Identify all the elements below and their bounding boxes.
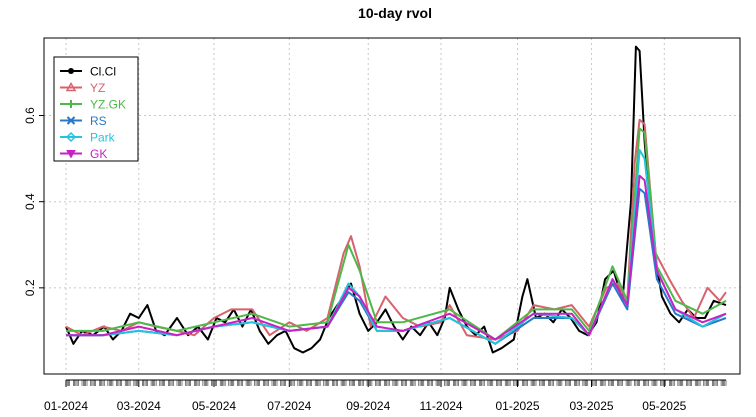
x-tick-label: 01-2025 (495, 399, 539, 413)
x-minor-ticks (65, 380, 727, 386)
legend-label: Cl.Cl (90, 65, 116, 79)
x-tick-label: 03-2024 (117, 399, 161, 413)
triangle-marker (65, 81, 77, 92)
series-line-rs (66, 187, 727, 345)
series-line-yz (65, 118, 727, 341)
legend-marker (67, 100, 75, 108)
plot-frame (43, 37, 741, 375)
legend-label: YZ (90, 81, 105, 95)
triangle-down-marker (66, 150, 76, 159)
y-tick-label: 0.4 (23, 193, 37, 210)
legend-label: YZ.GK (90, 98, 126, 112)
axes: 0.2 0.4 0.6 01-2024 03-2024 05-2024 07-2024 09-… (23, 37, 741, 413)
legend-marker (65, 131, 77, 143)
legend: Cl.Cl YZ YZ.GK RS Park GK (53, 56, 139, 162)
legend-label: GK (90, 147, 107, 161)
x-tick-label: 03-2025 (570, 399, 614, 413)
legend-marker (65, 81, 77, 92)
x-tick-label: 09-2024 (346, 399, 390, 413)
series-lines (65, 45, 727, 354)
diamond-marker (65, 131, 77, 143)
x-tick-label: 05-2024 (192, 399, 236, 413)
cross-marker (66, 116, 76, 125)
chart-title: 10-day rvol (358, 5, 432, 21)
series-line-gk (66, 174, 727, 341)
x-tick-label: 11-2024 (419, 399, 462, 413)
x-tick-label: 07-2024 (267, 399, 311, 413)
legend-box (53, 56, 139, 162)
circle-marker (68, 68, 74, 74)
legend-marker (66, 116, 76, 125)
plus-marker (67, 100, 75, 108)
legend-marker (68, 68, 74, 74)
y-tick-label: 0.6 (23, 107, 37, 124)
y-tick-label: 0.2 (23, 279, 37, 296)
legend-marker (66, 150, 76, 159)
x-tick-label: 05-2025 (642, 399, 686, 413)
legend-label: Park (90, 131, 116, 145)
series-line-yz-gk (66, 127, 727, 341)
legend-label: RS (90, 114, 107, 128)
x-tick-label: 01-2024 (44, 399, 88, 413)
